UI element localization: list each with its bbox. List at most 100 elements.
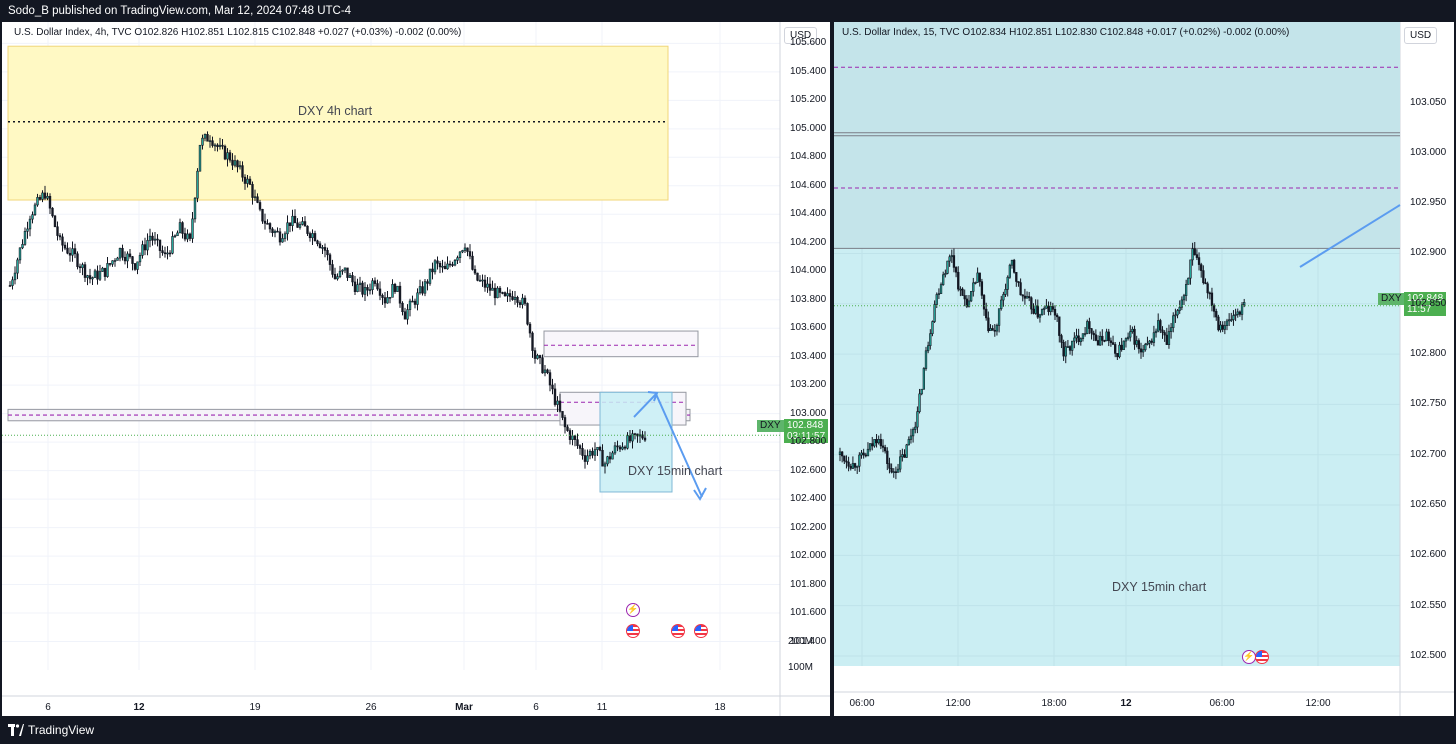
candle-body [882,446,884,448]
candle-body [1237,312,1239,315]
candle-body [107,263,109,276]
candle-body [247,179,249,183]
volume-tick: 100M [788,662,813,673]
candle-body [1213,306,1215,312]
candle-body [519,303,521,305]
candle-body [312,233,314,237]
left-chart-pane[interactable]: U.S. Dollar Index, 4h, TVC O102.826 H102… [2,22,830,716]
candle-body [197,171,199,198]
candle-body [352,275,354,281]
candle-body [854,463,856,467]
right-currency-button[interactable]: USD [1404,27,1437,44]
candle-body [269,223,271,229]
us-flag-icon[interactable] [1255,650,1269,664]
right-chart-canvas[interactable] [834,22,1454,716]
candle-body [292,216,294,225]
candle-body [169,253,171,254]
candle-body [1078,336,1080,342]
candle-body [282,238,284,242]
candle-body [602,450,604,466]
y-tick-label: 104.800 [790,151,826,162]
y-tick-label: 102.750 [1410,398,1446,409]
candle-body [87,276,89,278]
candle-body [479,280,481,281]
candle-body [192,219,194,239]
right-chart-pane[interactable]: U.S. Dollar Index, 15, TVC O102.834 H102… [834,22,1454,716]
candle-body [112,261,114,264]
candle-body [972,283,974,292]
right-symbol-tag: DXY [1378,293,1405,305]
candle-body [537,355,539,358]
candle-body [267,223,269,224]
candle-body [304,222,306,227]
candle-body [1026,296,1028,298]
candle-body [1101,336,1103,340]
candle-body [244,177,246,183]
candle-body [1177,311,1179,315]
candle-body [159,240,161,251]
candle-body [254,197,256,198]
x-tick-label: 12:00 [940,698,976,709]
x-tick-label: 12 [127,702,151,713]
candle-body [24,231,26,244]
supply-zone-4h [8,46,668,200]
candle-body [434,261,436,272]
y-tick-label: 102.600 [790,465,826,476]
candle-body [1226,321,1228,326]
candle-body [629,436,631,442]
y-tick-label: 102.800 [1410,348,1446,359]
us-flag-icon[interactable] [626,624,640,638]
candle-body [554,389,556,405]
candle-body [387,297,389,303]
candle-body [379,289,381,295]
x-tick-label: 6 [524,702,548,713]
us-flag-icon[interactable] [694,624,708,638]
candle-body [1119,345,1121,357]
x-tick-label: 06:00 [844,698,880,709]
candle-body [1046,306,1048,308]
candle-body [1183,296,1185,300]
candle-body [906,445,908,458]
candle-body [859,455,861,466]
candle-body [878,439,880,443]
candle-body [309,234,311,238]
lightning-icon[interactable]: ⚡ [1242,650,1256,664]
candle-body [874,439,876,446]
candle-body [1056,315,1058,317]
x-tick-label: 18 [708,702,732,713]
candle-body [955,267,957,272]
candle-body [1093,333,1095,335]
us-flag-icon[interactable] [671,624,685,638]
candle-body [996,325,998,331]
candle-body [474,269,476,273]
candle-body [134,264,136,270]
candle-body [1192,249,1194,260]
candle-body [272,229,274,233]
y-tick-label: 101.600 [790,607,826,618]
candle-body [587,456,589,462]
publish-text: Sodo_B published on TradingView.com, Mar… [8,0,351,22]
candle-body [886,451,888,464]
x-tick-label: 19 [243,702,267,713]
candle-body [287,223,289,234]
lightning-icon[interactable]: ⚡ [626,603,640,617]
y-tick-label: 102.850 [1410,298,1446,309]
candle-body [317,241,319,244]
left-chart-canvas[interactable] [2,22,830,716]
candle-body [179,223,181,233]
candle-body [1114,344,1116,353]
candle-body [1194,249,1196,255]
candle-body [1198,258,1200,265]
tradingview-brand: TradingView [28,723,94,737]
candle-body [1058,317,1060,336]
candle-body [419,287,421,293]
candle-body [891,468,893,472]
candle-body [1218,317,1220,330]
y-tick-label: 102.400 [790,493,826,504]
candle-body [429,269,431,283]
candle-body [202,138,204,145]
candle-body [1117,353,1119,356]
candle-body [29,219,31,229]
candle-body [327,250,329,254]
candle-body [970,291,972,301]
